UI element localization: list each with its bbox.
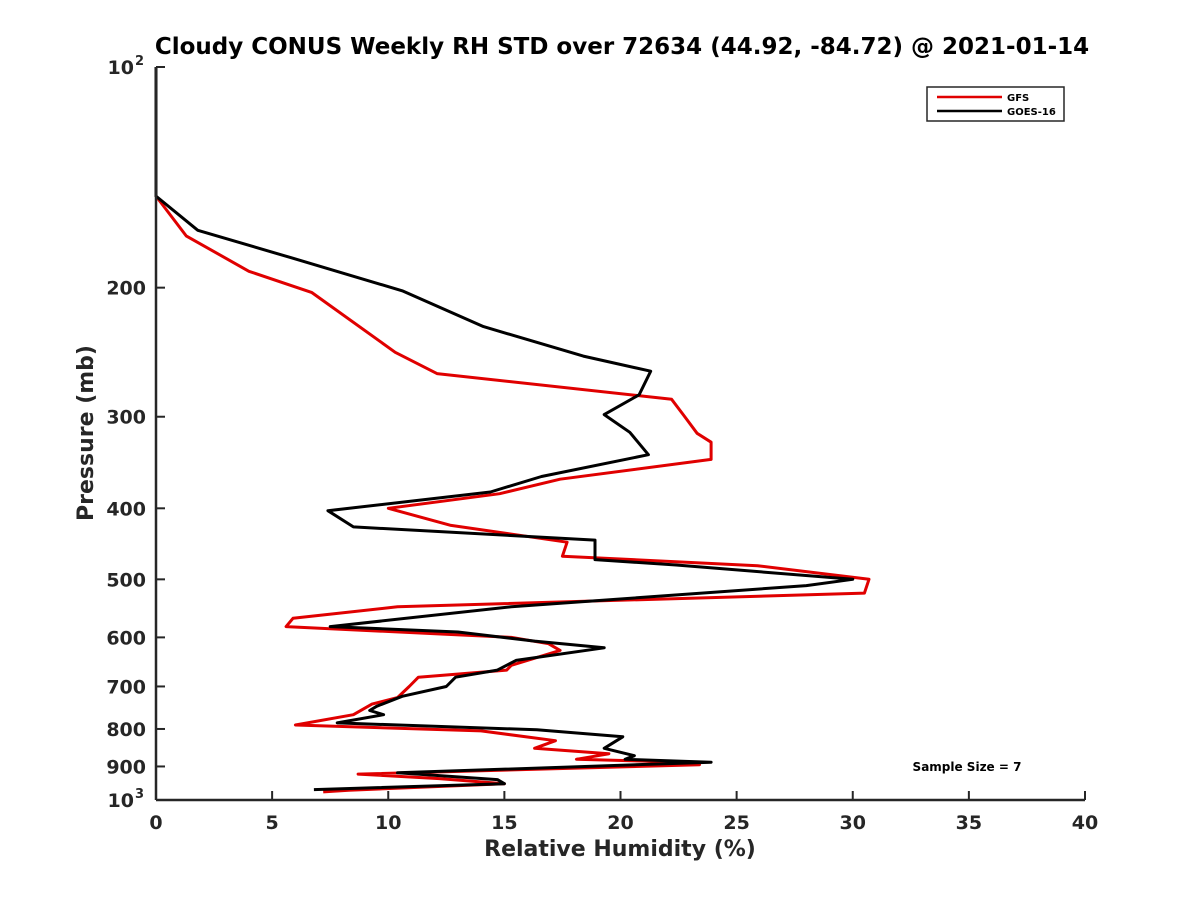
series-line-goes-16 xyxy=(154,67,855,792)
x-axis: 0 5 10 15 20 25 30 35 40 xyxy=(149,791,1098,834)
x-tick-label: 10 xyxy=(375,812,401,834)
legend-label: GFS xyxy=(1007,93,1029,104)
legend-label: GOES-16 xyxy=(1007,107,1056,118)
series-line-gfs xyxy=(154,67,871,794)
chart-title: Cloudy CONUS Weekly RH STD over 72634 (4… xyxy=(155,34,1089,60)
x-tick-label: 15 xyxy=(491,812,517,834)
plot-area xyxy=(154,67,871,794)
x-tick-label: 25 xyxy=(723,812,749,834)
y-tick-exponent: 2 xyxy=(135,54,144,69)
y-tick-label: 800 xyxy=(106,719,146,741)
y-tick-label: 600 xyxy=(106,627,146,649)
x-tick-label: 40 xyxy=(1072,812,1098,834)
legend-box xyxy=(926,86,1065,122)
sample-size-annotation: Sample Size = 7 xyxy=(913,760,1022,774)
y-tick-label: 900 xyxy=(106,756,146,778)
x-tick-label: 0 xyxy=(149,812,162,834)
x-axis-label: Relative Humidity (%) xyxy=(484,837,756,862)
x-tick-label: 35 xyxy=(956,812,982,834)
y-tick-label: 300 xyxy=(106,407,146,429)
y-tick-label: 200 xyxy=(106,278,146,300)
y-tick-label: 400 xyxy=(106,498,146,520)
x-tick-label: 5 xyxy=(266,812,279,834)
x-tick-label: 20 xyxy=(607,812,633,834)
legend: GFS GOES-16 xyxy=(926,86,1065,122)
y-tick-label: 10 xyxy=(108,790,134,812)
y-tick-label: 700 xyxy=(106,676,146,698)
y-tick-label: 500 xyxy=(106,569,146,591)
y-tick-exponent: 3 xyxy=(135,787,144,802)
y-tick-label: 10 xyxy=(108,57,134,79)
x-tick-label: 30 xyxy=(840,812,866,834)
y-axis-label: Pressure (mb) xyxy=(74,345,99,521)
